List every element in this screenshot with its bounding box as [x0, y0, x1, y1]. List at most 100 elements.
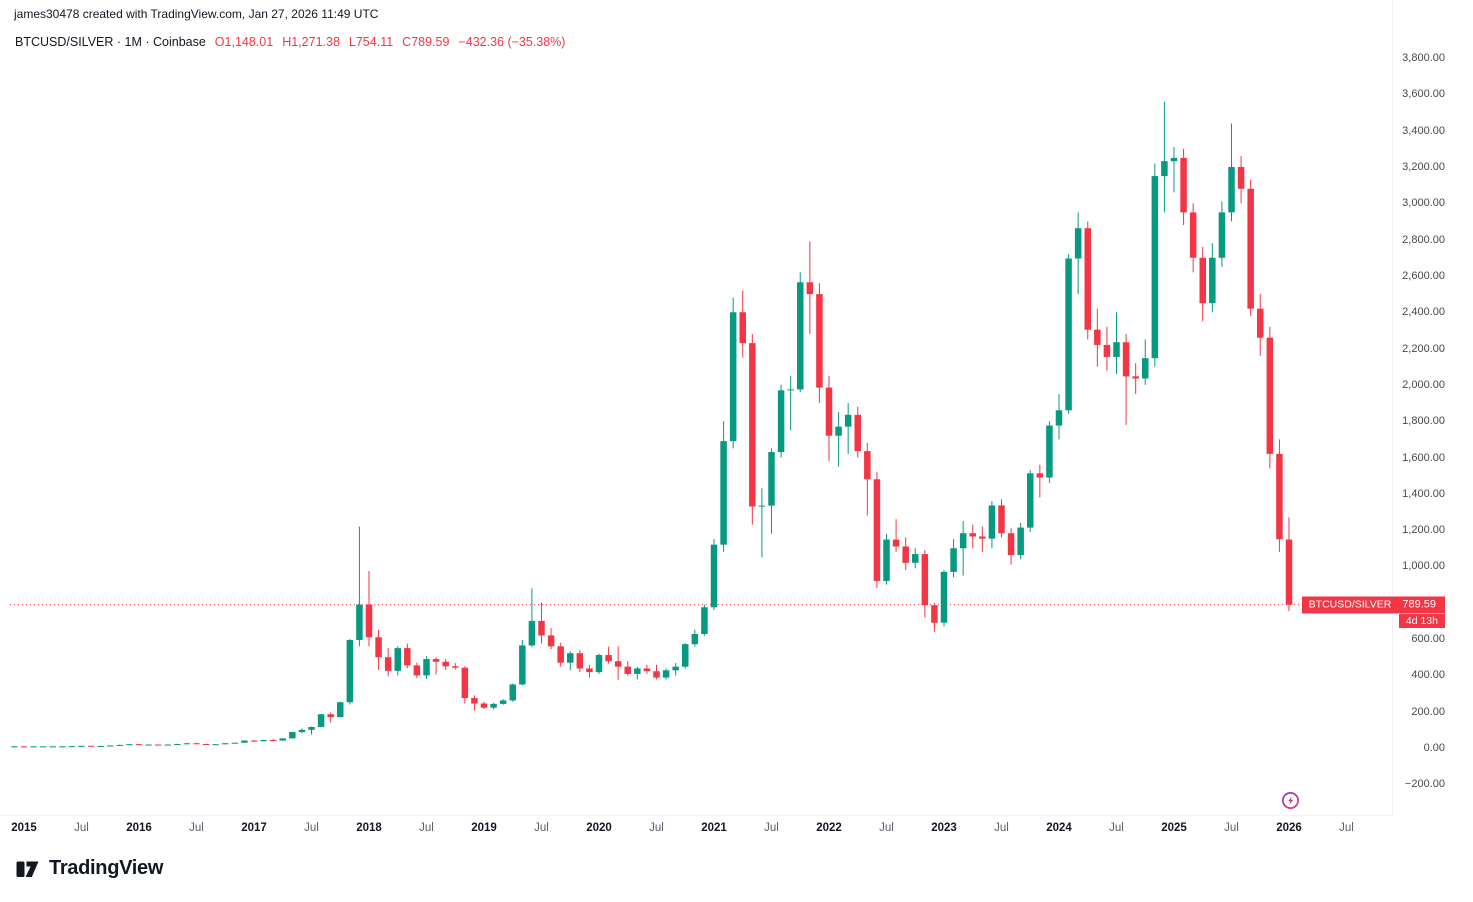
candle-body: [1189, 212, 1197, 258]
legend-open: O1,148.01: [215, 35, 273, 49]
candle-body: [1055, 410, 1063, 426]
candle-body: [1218, 212, 1226, 258]
y-axis-label: 2,200.00: [1402, 342, 1445, 355]
candle-body: [892, 539, 900, 547]
candle-body: [298, 729, 306, 733]
legend-symbol-title[interactable]: BTCUSD/SILVER · 1M · Coinbase: [15, 35, 206, 49]
high-label: H: [282, 35, 292, 49]
x-axis-label: Jul: [1109, 822, 1124, 834]
candle-body: [327, 714, 334, 718]
x-axis-label: 2025: [1161, 822, 1187, 834]
candle-body: [126, 744, 133, 746]
x-axis-label: Jul: [1339, 822, 1354, 834]
candle-body: [490, 703, 497, 708]
x-axis-label: 2026: [1276, 822, 1302, 834]
candle-body: [1094, 329, 1101, 345]
candle-body: [519, 645, 526, 685]
candle-body: [471, 698, 478, 704]
candle-body: [844, 414, 852, 427]
candle-body: [432, 659, 440, 662]
y-axis-label: 1,200.00: [1402, 524, 1445, 537]
candle-body: [1026, 473, 1034, 528]
candle-body: [404, 648, 411, 666]
candle-body: [998, 505, 1005, 534]
candle-body: [1276, 453, 1283, 540]
candle-body: [183, 743, 191, 745]
candle-body: [1036, 473, 1044, 478]
candle-body: [59, 746, 66, 748]
candle-body: [49, 746, 56, 748]
candle-body: [413, 665, 421, 676]
y-axis-label: 3,400.00: [1402, 124, 1445, 137]
x-axis-label: 2021: [701, 822, 727, 834]
y-axis-label: 3,800.00: [1402, 52, 1445, 65]
x-axis-label: 2016: [126, 822, 152, 834]
candle-body: [154, 744, 162, 746]
candle-body: [1256, 308, 1264, 338]
candle-body: [11, 746, 18, 748]
candle-body: [221, 743, 229, 745]
candle-body: [662, 670, 670, 678]
candle-body: [739, 312, 746, 344]
candle-body: [164, 744, 171, 746]
candle-body: [1074, 228, 1082, 259]
candle-body: [931, 605, 938, 623]
close-label: C: [402, 35, 412, 49]
candle-body: [854, 414, 861, 452]
y-axis-label: 3,200.00: [1402, 161, 1445, 173]
y-axis-label: 400.00: [1411, 669, 1445, 682]
tradingview-footer[interactable]: TradingView: [14, 855, 163, 882]
candle-body: [586, 668, 593, 673]
candle-body: [701, 607, 708, 634]
candle-body: [959, 533, 967, 549]
time-axis[interactable]: 2015 Jul 2016 Jul 2017 Jul 2018 Jul 2019 Jul 2020 J…: [0, 815, 1392, 846]
x-axis-label: Jul: [534, 822, 549, 834]
candle-body: [528, 620, 536, 646]
last-price-badge: BTCUSD/SILVER 789.59: [1301, 596, 1445, 614]
candle-body: [289, 732, 296, 739]
candle-body: [1247, 188, 1254, 309]
candle-body: [1209, 257, 1216, 304]
candle-body: [988, 505, 996, 539]
candle-body: [691, 633, 699, 645]
candle-body: [1161, 161, 1168, 177]
x-axis-label: 2022: [816, 822, 842, 834]
symbol-legend: BTCUSD/SILVER · 1M · Coinbase O1,148.01 …: [15, 35, 565, 49]
candle-body: [451, 666, 459, 668]
open-label: O: [214, 35, 225, 49]
candlestick-series: [11, 101, 1293, 748]
candle-body: [864, 451, 871, 480]
candle-body: [720, 441, 727, 545]
tradingview-logo-icon: [16, 861, 39, 877]
candle-body: [729, 312, 737, 442]
candle-body: [356, 604, 363, 640]
x-axis-label: 2018: [356, 822, 382, 834]
candle-body: [768, 452, 775, 506]
event-circle: [1282, 792, 1299, 809]
candle-body: [681, 644, 689, 667]
candle-body: [39, 746, 47, 748]
candle-body: [557, 646, 564, 663]
last-price-badge-symbol: BTCUSD/SILVER: [1301, 596, 1399, 614]
x-axis-label: 2023: [931, 822, 957, 834]
candle-body: [499, 700, 507, 704]
candle-body: [241, 740, 248, 743]
candle-body: [461, 667, 469, 699]
y-axis-label: 1,000.00: [1402, 560, 1445, 573]
candle-body: [1199, 257, 1206, 304]
candle-body: [816, 294, 823, 388]
candle-body: [1170, 157, 1178, 162]
candle-body: [921, 554, 929, 606]
event-marker-icon[interactable]: [1281, 791, 1300, 810]
price-axis[interactable]: 3,800.00 3,600.00 3,400.00 3,200.00 3,000.00…: [1392, 0, 1473, 815]
candle-body: [1046, 425, 1053, 478]
candle-body: [394, 648, 401, 671]
candle-body: [825, 387, 833, 436]
x-axis-label: 2019: [471, 822, 497, 834]
candle-body: [1285, 539, 1293, 605]
y-axis-label: 3,600.00: [1402, 88, 1445, 101]
candle-body: [480, 703, 488, 708]
candle-body: [1103, 344, 1111, 357]
